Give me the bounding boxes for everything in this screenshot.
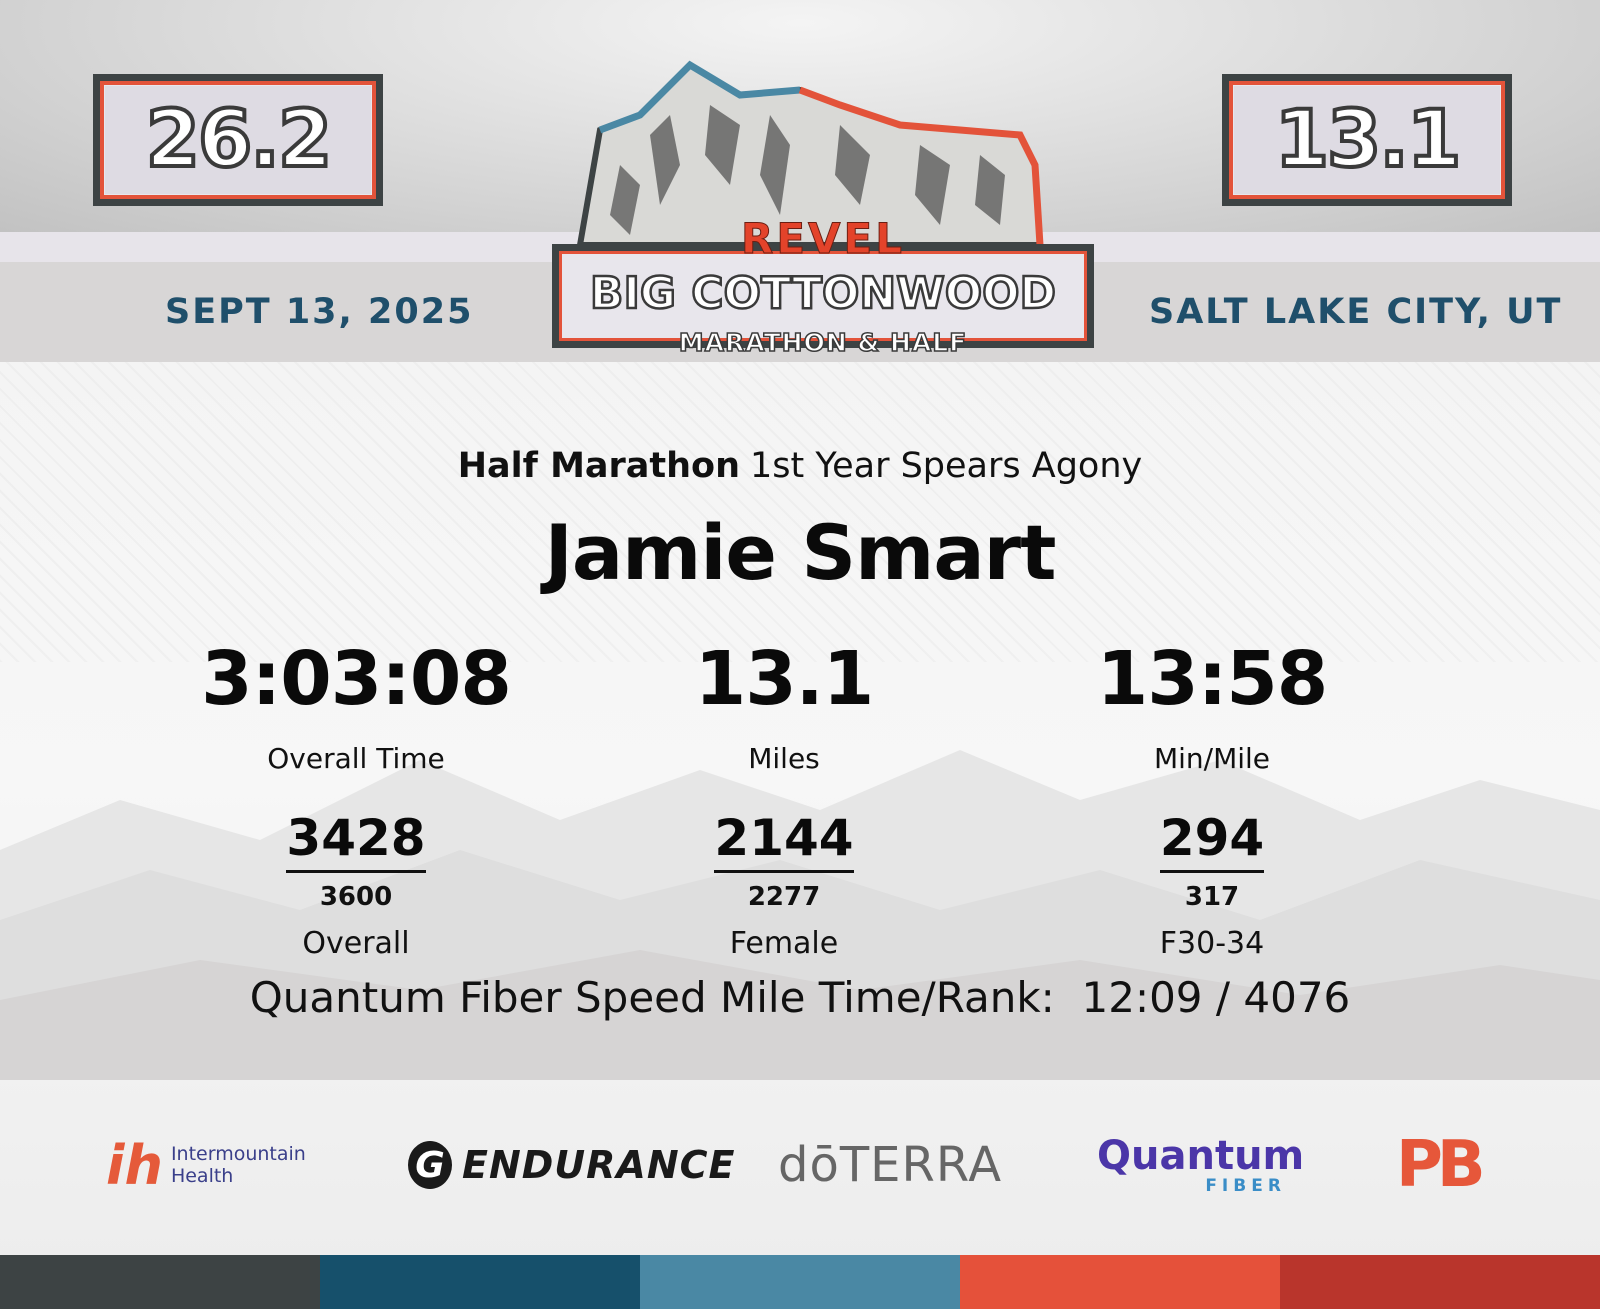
sponsor-gatorade-endurance: G ENDURANCE (408, 1125, 735, 1205)
sponsor-quantum-fiber: Quantum FIBER (1097, 1125, 1304, 1205)
logo-subtitle: MARATHON & HALF (678, 327, 968, 358)
bottom-bar-segment (640, 1255, 960, 1309)
race-location: SALT LAKE CITY, UT (1149, 292, 1563, 332)
quantum-text: Quantum (1097, 1133, 1305, 1179)
pace-value: 13:58 (1096, 636, 1329, 722)
sponsor-doterra: dōTERRA (778, 1137, 1003, 1193)
full-marathon-distance: 26.2 (144, 93, 334, 187)
sponsor-pbfit: PB (1396, 1128, 1486, 1202)
bottom-color-bar (0, 1255, 1600, 1309)
speed-mile-result: Quantum Fiber Speed Mile Time/Rank: 12:0… (249, 973, 1351, 1022)
sponsor-intermountain-health: ih Intermountain Health (106, 1125, 306, 1205)
gender-rank-place: 2144 (714, 808, 854, 873)
age-group-rank: 294 (1012, 808, 1412, 873)
overall-rank: 3428 (156, 808, 556, 873)
background-pattern (0, 362, 1600, 662)
intermountain-line2: Health (170, 1165, 234, 1187)
quantum-fiber-text: FIBER (1205, 1176, 1286, 1196)
race-name: Half Marathon (457, 446, 741, 486)
pace-label: Min/Mile (1153, 742, 1271, 775)
half-marathon-distance-badge: 13.1 (1222, 74, 1512, 206)
gatorade-endurance-text: ENDURANCE (462, 1143, 736, 1187)
age-group-rank-place: 294 (1159, 808, 1265, 873)
runner-name: Jamie Smart (544, 508, 1057, 597)
miles-value: 13.1 (694, 636, 875, 722)
bottom-bar-segment (960, 1255, 1280, 1309)
intermountain-line1: Intermountain (170, 1143, 306, 1165)
half-marathon-distance: 13.1 (1273, 93, 1463, 187)
logo-plate (552, 244, 1094, 348)
bottom-bar-segment (1280, 1255, 1600, 1309)
gender-rank-total: 2277 (747, 882, 821, 912)
background-mountains (0, 750, 1600, 1080)
overall-rank-place: 3428 (286, 808, 426, 873)
overall-time-label: Overall Time (267, 742, 445, 775)
race-date: SEPT 13, 2025 (165, 292, 474, 332)
miles-label: Miles (748, 742, 820, 775)
full-marathon-distance-badge: 26.2 (93, 74, 383, 206)
mountain-logo-icon (576, 60, 1044, 248)
division-name: 1st Year Spears Agony (750, 446, 1143, 486)
logo-title: BIG COTTONWOOD (589, 267, 1058, 321)
gender-rank: 2144 (584, 808, 984, 873)
overall-rank-total: 3600 (319, 882, 393, 912)
gatorade-logo-icon: G (408, 1141, 452, 1189)
bottom-bar-segment (0, 1255, 320, 1309)
age-group-rank-label: F30-34 (1159, 926, 1265, 961)
race-division-line: Half Marathon 1st Year Spears Agony (0, 446, 1600, 486)
bottom-bar-segment (320, 1255, 640, 1309)
overall-time-value: 3:03:08 (201, 636, 512, 722)
gender-rank-label: Female (729, 926, 839, 961)
overall-rank-label: Overall (302, 926, 410, 961)
logo-brand: REVEL (741, 214, 905, 264)
intermountain-logo-icon: ih (106, 1133, 163, 1197)
age-group-rank-total: 317 (1184, 882, 1240, 912)
